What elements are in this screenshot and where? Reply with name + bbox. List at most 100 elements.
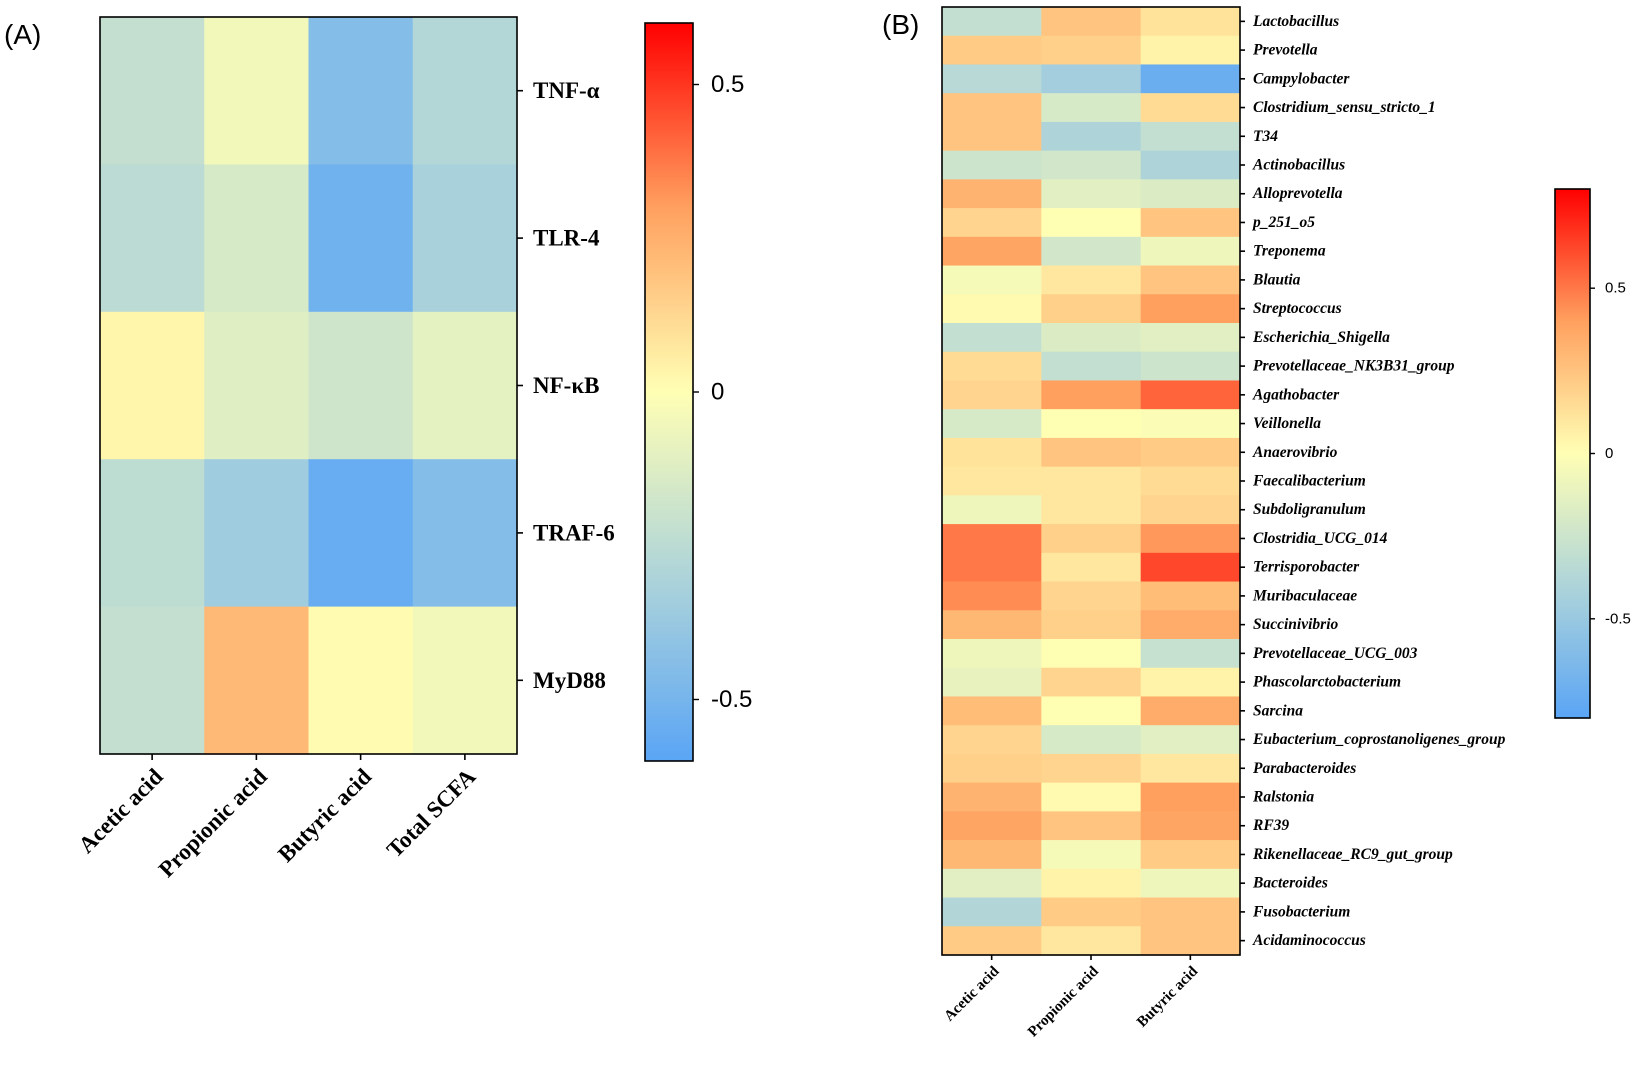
heatmap-cell	[1041, 208, 1142, 238]
y-tick-label: Succinivibrio	[1253, 616, 1339, 633]
y-tick-label: TLR-4	[533, 226, 600, 251]
heatmap-cell	[1140, 868, 1241, 899]
heatmap-cell	[1041, 380, 1142, 410]
heatmap-cell	[308, 17, 414, 165]
heatmap-cell	[100, 164, 205, 313]
heatmap-cell	[1140, 926, 1241, 956]
y-tick-label: Ralstonia	[1252, 789, 1314, 806]
heatmap-cell	[308, 164, 414, 313]
heatmap-cell	[1140, 552, 1241, 583]
x-tick-label: Acetic acid	[74, 764, 168, 858]
heatmap-cell	[942, 725, 1042, 755]
heatmap-cell	[942, 265, 1042, 295]
heatmap-cell	[1041, 323, 1142, 353]
y-tick-label: Faecalibacterium	[1252, 473, 1366, 490]
heatmap-cell	[942, 437, 1042, 468]
y-tick-label: TRAF-6	[533, 520, 615, 545]
y-tick-label: Clostridium_sensu_stricto_1	[1253, 99, 1436, 116]
heatmap-cell	[308, 606, 414, 755]
heatmap-b: Lactobacillus Prevotella Campylobacter Clos…	[941, 6, 1506, 1040]
heatmap-cell	[1140, 667, 1241, 698]
heatmap-cell	[1140, 179, 1241, 209]
colorbar-tick-label: -0.5	[1605, 610, 1631, 627]
heatmap-cell	[1140, 811, 1241, 841]
heatmap-cell	[1041, 926, 1142, 956]
heatmap-cell	[942, 926, 1042, 956]
y-tick-label: Escherichia_Shigella	[1252, 329, 1390, 346]
heatmap-cell	[204, 606, 310, 755]
heatmap-a: TNF-α TLR-4 NF-κB TRAF-6 MyD88 Acetic acidPro…	[74, 16, 615, 882]
heatmap-cell	[1140, 725, 1241, 755]
y-tick-label: T34	[1253, 128, 1278, 145]
heatmap-cell	[942, 868, 1042, 899]
heatmap-cell	[942, 667, 1042, 698]
x-tick-label: Butyric acid	[1134, 963, 1201, 1030]
heatmap-cell	[1140, 753, 1241, 784]
heatmap-cell	[1140, 351, 1241, 382]
heatmap-cell	[942, 639, 1042, 669]
heatmap-cell	[1140, 236, 1241, 267]
y-tick-label: Bacteroides	[1252, 875, 1328, 892]
heatmap-cell	[204, 459, 310, 608]
y-tick-label: MyD88	[533, 668, 606, 693]
heatmap-cell	[1140, 93, 1241, 123]
heatmap-cell	[1041, 524, 1142, 554]
y-tick-label: Sarcina	[1253, 702, 1303, 719]
heatmap-cell	[942, 897, 1042, 927]
heatmap-cell	[942, 811, 1042, 841]
y-tick-label: Veillonella	[1253, 415, 1321, 432]
y-tick-label: Clostridia_UCG_014	[1253, 530, 1388, 547]
heatmap-cell	[1140, 897, 1241, 927]
heatmap-cell	[412, 459, 518, 608]
x-tick-label: Propionic acid	[1025, 963, 1102, 1040]
colorbar-tick-label: 0.5	[1605, 280, 1626, 297]
y-tick-label: NF-κB	[533, 373, 599, 398]
heatmap-cell	[1041, 236, 1142, 267]
colorbar-tick-label: 0.5	[711, 71, 744, 98]
y-tick-label: Anaerovibrio	[1252, 444, 1338, 461]
heatmap-cell	[942, 524, 1042, 554]
heatmap-cell	[942, 150, 1042, 180]
heatmap-cell	[1140, 409, 1241, 439]
heatmap-cell	[204, 311, 310, 460]
heatmap-cell	[1140, 581, 1241, 611]
heatmap-cell	[1041, 495, 1142, 525]
heatmap-cell	[1140, 150, 1241, 180]
heatmap-cell	[1041, 294, 1142, 324]
y-tick-label: Blautia	[1252, 271, 1301, 288]
heatmap-cell	[942, 466, 1042, 496]
heatmap-cell	[942, 581, 1042, 611]
y-tick-label: Fusobacterium	[1252, 903, 1350, 920]
heatmap-cell	[1140, 294, 1241, 324]
heatmap-cell	[100, 606, 205, 755]
heatmap-cell	[1140, 265, 1241, 295]
heatmap-cell	[942, 409, 1042, 439]
heatmap-cell	[1041, 466, 1142, 496]
heatmap-cell	[1140, 696, 1241, 726]
heatmap-cell	[942, 121, 1042, 152]
heatmap-cell	[1041, 409, 1142, 439]
heatmap-cell	[308, 311, 414, 460]
y-tick-label: Rikenellaceae_RC9_gut_group	[1252, 846, 1453, 863]
heatmap-cell	[1041, 840, 1142, 870]
heatmap-cell	[100, 459, 205, 608]
heatmap-cell	[1041, 121, 1142, 152]
heatmap-cell	[942, 236, 1042, 267]
heatmap-cell	[1041, 35, 1142, 66]
heatmap-cell	[1140, 121, 1241, 152]
y-tick-label: Acidaminococcus	[1252, 932, 1366, 949]
heatmap-cell	[942, 696, 1042, 726]
heatmap-cell	[942, 840, 1042, 870]
y-tick-label: p_251_o5	[1251, 214, 1315, 231]
heatmap-cell	[1140, 495, 1241, 525]
heatmap-cell	[412, 164, 518, 313]
y-tick-label: Prevotella	[1253, 42, 1318, 59]
heatmap-cell	[204, 17, 310, 165]
heatmap-cell	[942, 7, 1042, 37]
heatmap-cell	[1140, 782, 1241, 812]
y-tick-label: Subdoligranulum	[1253, 501, 1366, 518]
y-tick-label: Lactobacillus	[1252, 13, 1339, 30]
heatmap-cell	[412, 311, 518, 460]
y-tick-label: Streptococcus	[1253, 300, 1342, 317]
heatmap-cell	[1041, 782, 1142, 812]
